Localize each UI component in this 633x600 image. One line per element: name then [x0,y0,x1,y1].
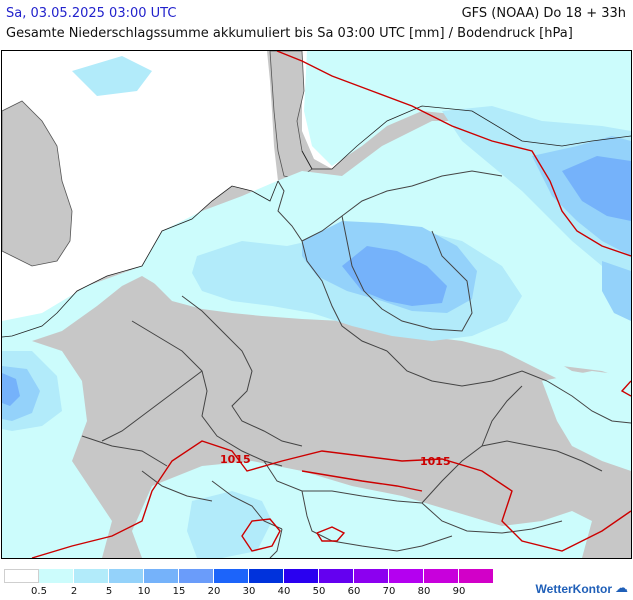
legend-label: 40 [277,586,291,597]
legend-swatch [214,569,249,583]
country-borders [81,170,631,558]
legend-label: 80 [417,586,431,597]
precip-0.5-2-central-belt [152,281,631,396]
precip-2-5-north-patch [72,56,152,96]
legend-swatch [424,569,459,583]
precip-color-legend [4,569,494,583]
legend-swatch [319,569,354,583]
legend-label: 20 [207,586,221,597]
precip-10-15-west [2,373,20,406]
isobar-label: 1015 [420,455,451,468]
legend-label: 60 [347,586,361,597]
brand-name: WetterKontor [535,582,612,596]
legend-swatch [74,569,109,583]
legend-labels: 0.5 2 5 10 15 20 30 40 50 60 70 80 90 [4,586,504,598]
map-title: Gesamte Niederschlagssumme akkumuliert b… [6,26,573,41]
legend-label: 2 [70,586,78,597]
model-run: GFS (NOAA) Do 18 + 33h [461,6,626,21]
legend-label: 90 [452,586,466,597]
precip-0.5-2-east [542,371,631,471]
precip-10-15-germany [342,246,447,306]
precip-5-10-east-small [602,261,631,321]
legend-swatch [39,569,74,583]
north-sea [2,51,278,337]
legend-label: 70 [382,586,396,597]
legend-swatch [389,569,424,583]
legend-swatch [284,569,319,583]
coastlines [2,105,631,338]
precip-2-5-alps [187,491,272,558]
legend-swatch [179,569,214,583]
legend-label: 50 [312,586,326,597]
legend-label: 30 [242,586,256,597]
legend-label: 10 [137,586,151,597]
legend-swatch [354,569,389,583]
cloud-icon: ☁ [615,581,628,596]
legend-swatch [109,569,144,583]
valid-time: Sa, 03.05.2025 03:00 UTC [6,6,177,21]
legend-swatch [249,569,284,583]
isobar-label: 1015 [220,453,251,466]
isobars [31,51,631,558]
legend-swatch [459,569,494,583]
legend-swatch [4,569,39,583]
great-britain-land [2,100,73,267]
legend-label: 0.5 [31,586,47,597]
precipitation-map[interactable]: 1015 1015 [1,50,632,559]
precip-10-15-east [562,156,631,221]
map-canvas: 1015 1015 [2,51,631,558]
legend-swatch [144,569,179,583]
brand-logo[interactable]: WetterKontor ☁ [536,581,628,597]
legend-label: 5 [105,586,113,597]
legend-label: 15 [172,586,186,597]
map-header: Sa, 03.05.2025 03:00 UTC GFS (NOAA) Do 1… [0,0,633,48]
